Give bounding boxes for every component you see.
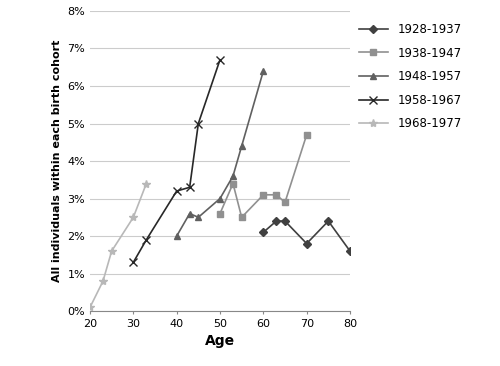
Line: 1948-1957: 1948-1957 — [173, 68, 267, 239]
Line: 1928-1937: 1928-1937 — [260, 218, 353, 254]
1928-1937 — [304, 242, 310, 246]
1968-1977 — [130, 215, 136, 220]
1948-1957 — [217, 196, 223, 201]
1968-1977 — [100, 279, 106, 283]
Line: 1938-1947: 1938-1947 — [217, 132, 310, 220]
1958-1967 — [144, 238, 150, 242]
1938-1947 — [304, 132, 310, 137]
1948-1957 — [260, 69, 266, 73]
1948-1957 — [238, 144, 244, 148]
Legend: 1928-1937, 1938-1947, 1948-1957, 1958-1967, 1968-1977: 1928-1937, 1938-1947, 1948-1957, 1958-19… — [358, 23, 462, 130]
1948-1957 — [230, 174, 236, 178]
1968-1977 — [108, 249, 114, 253]
1958-1967 — [186, 185, 192, 190]
1958-1967 — [130, 260, 136, 265]
1928-1937 — [260, 230, 266, 235]
1928-1937 — [326, 219, 332, 223]
1948-1957 — [186, 211, 192, 216]
Line: 1968-1977: 1968-1977 — [86, 179, 150, 311]
1948-1957 — [174, 234, 180, 238]
1928-1937 — [347, 249, 353, 253]
1958-1967 — [174, 189, 180, 193]
1968-1977 — [144, 181, 150, 186]
1958-1967 — [217, 57, 223, 62]
X-axis label: Age: Age — [205, 334, 235, 348]
Y-axis label: All individuals within each birth cohort: All individuals within each birth cohort — [52, 40, 62, 282]
1938-1947 — [230, 181, 236, 186]
1938-1947 — [217, 211, 223, 216]
1938-1947 — [238, 215, 244, 220]
Line: 1958-1967: 1958-1967 — [129, 56, 224, 266]
1938-1947 — [260, 193, 266, 197]
1958-1967 — [196, 121, 202, 126]
1948-1957 — [196, 215, 202, 220]
1938-1947 — [282, 200, 288, 205]
1968-1977 — [87, 305, 93, 310]
1928-1937 — [274, 219, 280, 223]
1938-1947 — [274, 193, 280, 197]
1928-1937 — [282, 219, 288, 223]
